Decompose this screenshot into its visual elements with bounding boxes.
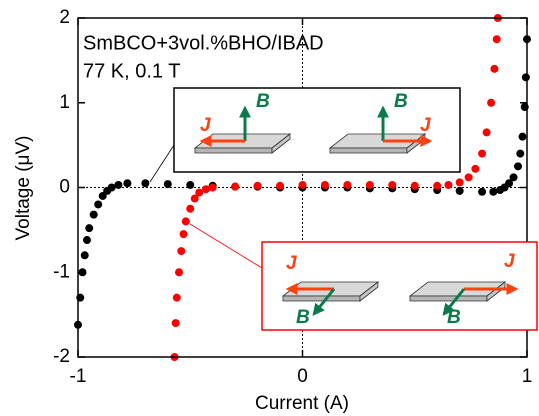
annotation: 77 K, 0.1 T [83,60,180,82]
data-point [487,99,495,107]
data-point [177,247,185,255]
data-point [202,185,210,193]
data-point [478,188,486,196]
data-point [231,183,239,191]
data-point [388,181,396,189]
data-point [123,179,131,187]
x-tick-label: 0 [297,366,308,387]
data-point [276,182,284,190]
inset-label: J [286,253,297,274]
data-point [182,217,190,225]
data-point [433,182,441,190]
inset: B J B J [150,88,460,182]
data-point [114,181,122,189]
y-axis-label: Voltage (μV) [13,136,34,241]
annotation: SmBCO+3vol.%BHO/IBAD [83,32,324,54]
data-point [85,224,93,232]
pointer [150,145,174,182]
data-point [366,181,374,189]
data-point [186,181,194,189]
data-point [90,211,98,219]
pointer [190,224,262,268]
y-tick-label: 1 [59,92,70,113]
inset-label: B [296,307,310,328]
data-point [519,133,527,141]
data-point [173,294,181,302]
inset-label: B [256,91,270,112]
data-point [172,319,180,327]
data-point [510,173,518,181]
y-tick-label: -1 [53,261,70,282]
data-point [478,150,486,158]
x-tick-label: -1 [70,366,87,387]
chart: SmBCO+3vol.%BHO/IBAD 77 K, 0.1 T Current… [0,0,539,416]
inset: J B J B [190,224,537,330]
data-point [522,73,530,81]
data-point [180,230,188,238]
inset-label: B [447,307,461,328]
data-point [489,188,497,196]
data-point [209,184,217,192]
data-point [141,179,149,187]
inset-label: B [394,91,408,112]
data-point [94,200,102,208]
x-tick-label: 1 [522,366,533,387]
data-point [516,150,524,158]
data-point [456,178,464,186]
data-point [164,180,172,188]
y-tick-label: -2 [53,346,70,367]
data-point [465,173,473,181]
inset-frame [174,88,460,172]
y-tick-label: 0 [59,177,70,198]
y-tick-label: 2 [59,7,70,28]
data-point [411,182,419,190]
data-point [175,268,183,276]
inset-label: J [504,251,515,272]
data-point [83,236,91,244]
data-point [186,205,194,213]
data-point [483,128,491,136]
data-point [444,181,452,189]
inset-label: J [420,115,431,136]
data-point [343,181,351,189]
data-point [299,181,307,189]
inset-label: J [200,115,211,136]
data-point [321,181,329,189]
data-point [514,162,522,170]
x-axis-label: Current (A) [255,393,349,414]
data-point [81,251,89,259]
data-point [493,35,501,43]
data-point [490,65,498,73]
data-point [456,187,464,195]
data-point [471,165,479,173]
data-point [254,182,262,190]
